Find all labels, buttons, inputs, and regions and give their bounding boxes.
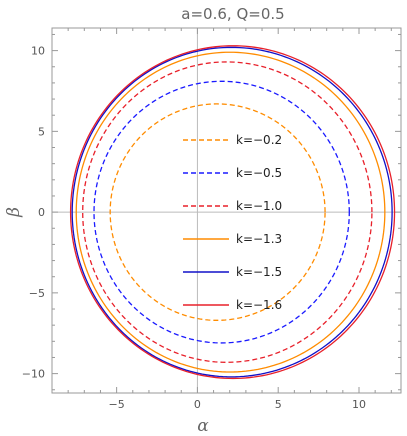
plot-frame [51,27,402,394]
x-axis-title: α [197,416,209,436]
legend-label: k=−0.5 [236,166,282,180]
y-ticks: −10 −5 0 5 10 [22,33,401,391]
series-curves [69,45,396,380]
legend-label: k=−1.5 [236,265,282,279]
legend: k=−0.2 k=−0.5 k=−1.0 k=−1.3 k=−1.5 k=−1.6 [183,133,282,312]
series-curve [71,46,393,378]
y-tick-label: 10 [31,45,45,58]
legend-label: k=−0.2 [236,133,282,147]
x-tick-label: 0 [194,398,201,411]
chart-title: a=0.6, Q=0.5 [181,5,284,23]
series-curve [69,45,396,380]
series-curve [75,51,386,373]
y-axis-title: β [4,207,24,218]
x-tick-label: −5 [109,398,125,411]
x-tick-label: 5 [275,398,282,411]
y-tick-label: 0 [38,206,45,219]
x-ticks: −5 0 5 10 [51,28,392,411]
y-tick-label: −10 [22,368,45,381]
y-tick-label: 5 [38,125,45,138]
legend-label: k=−1.6 [236,298,282,312]
x-tick-label: 10 [352,398,366,411]
y-tick-label: −5 [29,287,45,300]
legend-label: k=−1.3 [236,232,282,246]
series-curve [109,103,326,321]
legend-label: k=−1.0 [236,199,282,213]
series-curve [82,61,373,363]
series-curve [93,80,350,344]
